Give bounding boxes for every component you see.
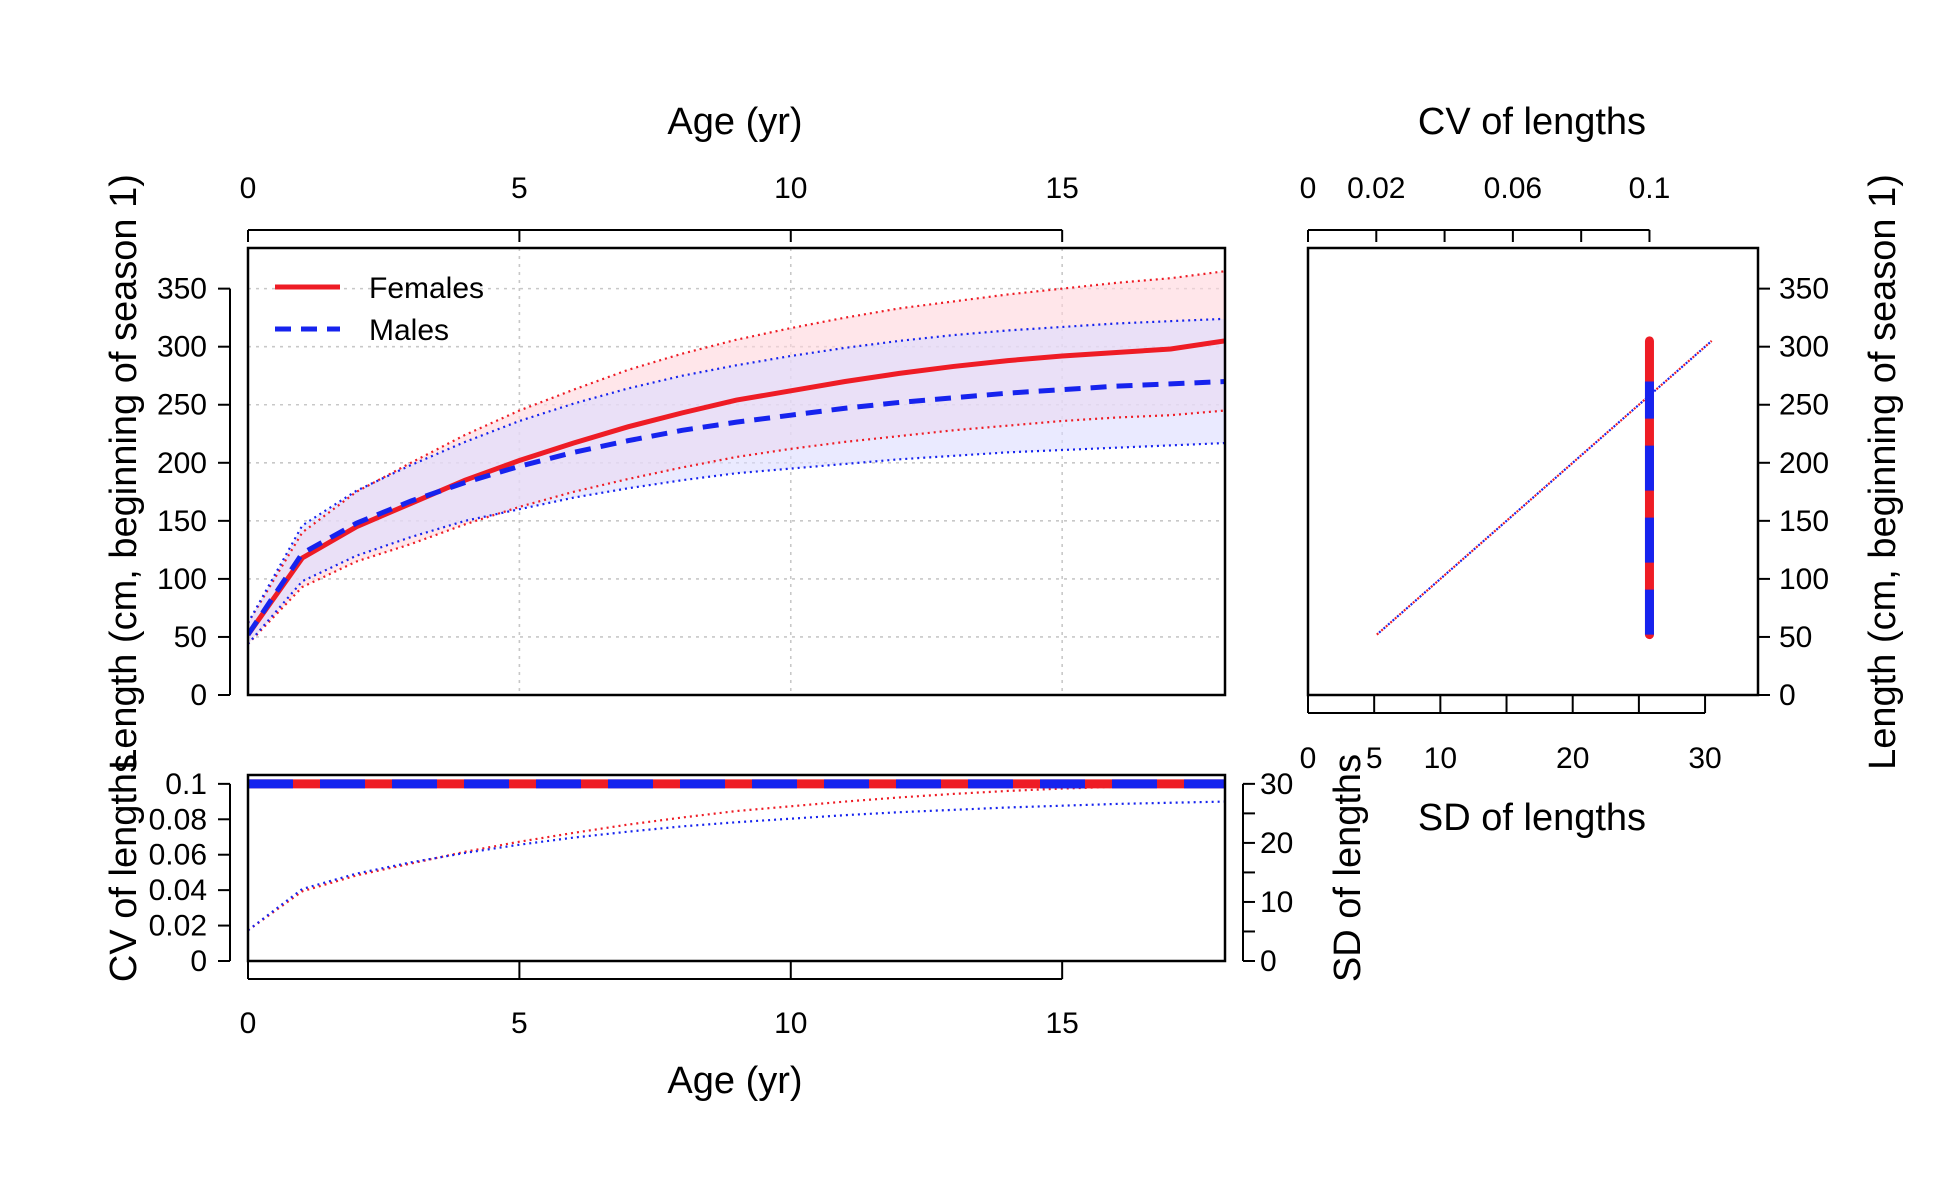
males-mean-line [248,379,1225,637]
cv-x-tick-label: 5 [511,1007,528,1040]
left-y-tick-label: 250 [157,389,207,422]
left-y-tick-label: 300 [157,331,207,364]
females-sd-line [248,779,1225,932]
sd-y-tick-label: 0 [1260,945,1277,978]
sd-x-tick-label: 30 [1688,742,1721,775]
left-y-tick-label: 200 [157,447,207,480]
growth-plot-frame [246,246,1227,697]
top-x-tick-label: 10 [774,172,807,205]
males-lower-line [248,441,1225,645]
males-sd-line [248,800,1225,932]
right-y-tick-label: 100 [1779,563,1829,596]
cv-top-tick-label: 0 [1300,172,1317,205]
cv-x-tick-label: 10 [774,1007,807,1040]
females-upper-line [248,270,1225,624]
left-y-tick-label: 0 [190,679,207,712]
right-y-tick-label: 300 [1779,331,1829,364]
sd-ylabel: SD of lengths [1327,754,1369,982]
sd-y-tick-label: 30 [1260,768,1293,801]
growth-top-xlabel: Age (yr) [667,101,802,143]
top-x-tick-label: 15 [1045,172,1078,205]
top-x-tick-label: 5 [511,172,528,205]
sd-y-tick-label: 10 [1260,886,1293,919]
right-top-xlabel: CV of lengths [1418,101,1646,143]
top-x-tick-label: 0 [240,172,257,205]
cv-ylabel: CV of lengths [103,754,145,982]
sd-x-tick-label: 10 [1424,742,1457,775]
cv-y-tick-label: 0.08 [149,803,207,836]
cv-y-tick-label: 0 [190,945,207,978]
sd-x-tick-label: 5 [1366,742,1383,775]
cv-sd-length-lines [1376,336,1713,640]
males-upper-line [248,317,1225,624]
left-y-tick-label: 150 [157,505,207,538]
right-plot-frame [1306,246,1760,697]
cv-y-tick-label: 0.04 [149,874,207,907]
right-y-tick-label: 350 [1779,273,1829,306]
legend-males-label: Males [369,314,449,347]
cv-x-tick-label: 0 [240,1007,257,1040]
growth-legend: Females Males [275,272,484,347]
left-y-tick-label: 350 [157,273,207,306]
cv-y-tick-label: 0.02 [149,910,207,943]
males-band [248,318,1225,644]
right-y-tick-label: 250 [1779,389,1829,422]
cv-x-tick-label: 15 [1045,1007,1078,1040]
cv-sd-lines [248,779,1225,932]
right-y-tick-label: 150 [1779,505,1829,538]
right-ylabel: Length (cm, beginning of season 1) [1862,174,1904,770]
right-bottom-xlabel: SD of lengths [1418,797,1646,839]
sd-y-tick-label: 20 [1260,827,1293,860]
cv-top-tick-label: 0.06 [1484,172,1542,205]
right-y-tick-label: 50 [1779,621,1812,654]
females-sd-length-line [1376,340,1713,636]
cv-top-tick-label: 0.1 [1629,172,1671,205]
growth-ylabel: Length (cm, beginning of season 1) [103,174,145,770]
growth-lines [248,270,1225,645]
cv-y-tick-label: 0.1 [165,768,207,801]
legend-females-label: Females [369,272,484,305]
right-y-tick-label: 0 [1779,679,1796,712]
cv-plot-frame [246,773,1227,963]
sd-x-tick-label: 20 [1556,742,1589,775]
cv-xlabel: Age (yr) [667,1060,802,1102]
left-y-tick-label: 50 [174,621,207,654]
left-y-tick-label: 100 [157,563,207,596]
right-y-tick-label: 200 [1779,447,1829,480]
cv-top-tick-label: 0.02 [1347,172,1405,205]
sd-x-tick-label: 0 [1300,742,1317,775]
cv-y-tick-label: 0.06 [149,839,207,872]
